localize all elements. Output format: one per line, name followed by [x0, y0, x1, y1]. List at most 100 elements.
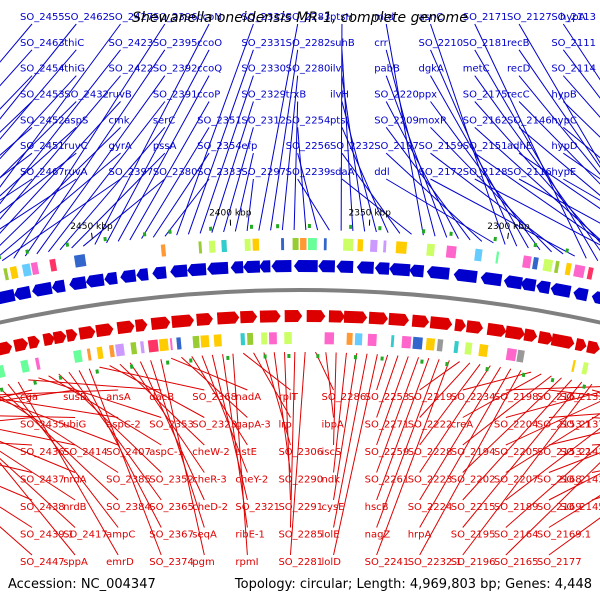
reverse-gene-label: SO_2384	[106, 502, 151, 513]
forward-gene-label: SO_2331	[241, 38, 286, 49]
reverse-gene-leader	[333, 352, 347, 473]
reverse-gene-leader	[0, 398, 119, 418]
reverse-rna-mark	[521, 372, 526, 378]
reverse-cog-block	[453, 340, 459, 354]
reverse-gene-leader	[0, 485, 33, 501]
forward-gene-label: SO_2463	[20, 38, 65, 49]
reverse-cog-block	[200, 335, 210, 348]
reverse-cog-block	[86, 348, 92, 361]
reverse-gene-label: seqA	[192, 530, 217, 541]
forward-cog-block	[474, 248, 483, 262]
forward-cog-block	[292, 238, 299, 251]
forward-gene-label: sdaA	[330, 167, 355, 178]
forward-gene-arrow	[170, 264, 188, 278]
forward-cog-block	[573, 264, 586, 279]
forward-gene-leader	[223, 127, 254, 233]
forward-gene-label: SO_2427	[109, 12, 154, 23]
reverse-gene-label: cheR-3	[192, 475, 227, 486]
reverse-gene-label: SO_2153.1	[537, 420, 591, 431]
reverse-gene-leader	[289, 351, 306, 556]
reverse-gene-label: nadA	[235, 392, 261, 403]
forward-cog-block	[49, 258, 58, 272]
reverse-gene-leader	[376, 354, 389, 391]
reverse-gene-leader	[419, 366, 501, 501]
reverse-gene-arrow	[343, 310, 368, 324]
forward-cog-block	[221, 239, 228, 253]
reverse-gene-label: SO_2407	[106, 447, 151, 458]
reverse-gene-label: ubiG	[63, 420, 86, 431]
forward-gene-arrow	[271, 260, 292, 273]
reverse-gene-label: SO_2219	[408, 392, 453, 403]
reverse-gene-leader	[376, 357, 420, 473]
forward-gene-label: SO_2330	[241, 64, 286, 75]
reverse-gene-arrow	[465, 320, 484, 334]
forward-gene-label: thiG	[64, 64, 85, 75]
forward-gene-leader	[341, 178, 412, 235]
reverse-gene-leader	[0, 387, 119, 501]
reverse-gene-label: SO_2207	[494, 475, 539, 486]
forward-gene-leader	[518, 101, 600, 185]
reverse-rna-mark	[582, 384, 587, 389]
reverse-gene-leader	[548, 432, 600, 446]
forward-gene-arrow	[336, 260, 354, 273]
reverse-gene-label: lolD	[322, 557, 342, 568]
forward-gene-leader	[297, 178, 330, 231]
reverse-gene-label: SO_2374	[149, 557, 194, 568]
reverse-gene-leader	[0, 462, 76, 556]
forward-gene-leader	[293, 101, 299, 231]
forward-gene-label: hypE	[551, 167, 576, 178]
reverse-gene-arrow	[586, 340, 600, 355]
forward-gene-leader	[48, 101, 166, 253]
reverse-gene-leader	[505, 400, 600, 446]
reverse-gene-leader	[505, 386, 600, 391]
reverse-gene-label: SO_2281	[278, 557, 323, 568]
map-title: Shewanella oneidensis MR-1, complete gen…	[132, 10, 468, 26]
forward-gene-leader	[0, 101, 121, 234]
forward-gene-leader	[341, 152, 401, 234]
forward-gene-arrow	[573, 287, 589, 302]
forward-cog-block	[21, 263, 32, 277]
position-tick-label: 2400 kbp	[209, 209, 252, 219]
forward-gene-leader	[518, 75, 600, 176]
reverse-gene-arrow	[95, 323, 114, 338]
forward-gene-arrow	[14, 285, 32, 300]
forward-cog-block	[369, 239, 378, 253]
reverse-gene-label: cga	[20, 392, 38, 403]
reverse-gene-label: SO_2438	[20, 502, 65, 513]
forward-gene-label: ptsI	[330, 115, 348, 126]
reverse-gene-leader	[462, 375, 552, 446]
forward-cog-block	[445, 245, 457, 259]
reverse-cog-block	[115, 343, 125, 357]
forward-gene-label: SO_2392	[153, 64, 198, 75]
reverse-cog-block	[436, 339, 444, 352]
reverse-cog-block	[0, 364, 6, 378]
reverse-gene-leader	[505, 461, 600, 556]
forward-gene-label: SO_2454	[20, 64, 65, 75]
forward-cog-block	[554, 260, 560, 274]
reverse-rna-mark	[485, 366, 489, 372]
reverse-gene-label: SO_2198	[494, 392, 539, 403]
reverse-gene-label: ansA	[106, 392, 131, 403]
reverse-gene-label: ndk	[322, 475, 341, 486]
forward-gene-label: SO_2181	[463, 38, 508, 49]
reverse-gene-label: SO_2194	[451, 447, 496, 458]
reverse-gene-arrow	[411, 314, 430, 328]
reverse-gene-arrow	[388, 312, 409, 326]
forward-gene-label: metC	[463, 64, 490, 75]
forward-gene-label: ccoN	[197, 12, 222, 23]
reverse-cog-block	[478, 343, 489, 358]
reverse-gene-label: nagZ	[365, 530, 391, 541]
reverse-cog-block	[169, 338, 173, 351]
forward-gene-leader	[0, 49, 121, 205]
reverse-cog-block	[20, 359, 30, 373]
forward-gene-leader	[430, 126, 552, 253]
forward-gene-arrow	[32, 281, 53, 297]
forward-gene-label: SO_2256	[286, 141, 331, 152]
forward-gene-label: ruvC	[64, 141, 87, 152]
forward-cog-block	[300, 238, 307, 251]
forward-gene-leader	[0, 75, 121, 220]
forward-gene-label: SO_2116	[507, 167, 552, 178]
forward-gene-label: SO_2452	[20, 115, 65, 126]
forward-gene-label: suhB	[330, 38, 355, 49]
forward-gene-label: SO_2232	[330, 141, 375, 152]
